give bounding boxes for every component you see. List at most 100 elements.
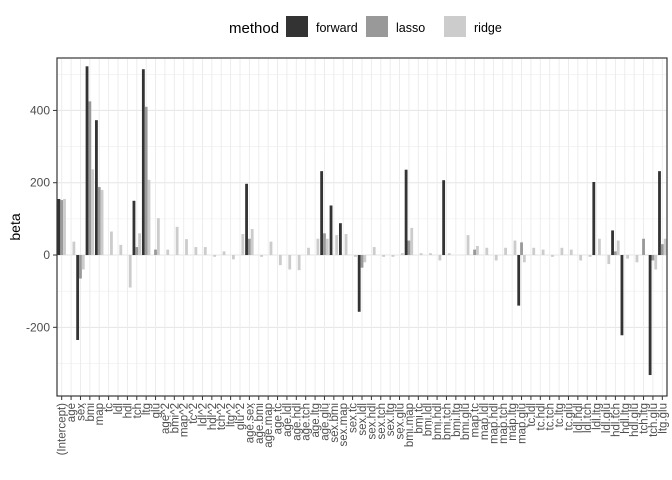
bar-ridge-ltg [147,179,151,256]
legend-key-ridge [444,16,466,37]
x-tick-label: age [66,403,78,422]
x-tick-label: tch.glu [648,403,660,437]
x-tick-label: map^2 [179,403,191,437]
bar-ridge-ldl^2 [203,247,207,256]
x-tick-label: ltg^2 [226,403,238,427]
bar-ridge-ltg^2 [232,255,235,260]
x-tick-label: age.tch [301,403,313,441]
legend-title: method [229,20,279,37]
bar-ridge-age.bmi [260,255,263,257]
bar-forward-bmi.tch [442,180,446,256]
bar-ridge-(Intercept) [63,198,66,256]
x-tick-label: age.hdl [291,403,303,441]
bar-lasso-bmi.map [407,240,411,256]
bar-ridge-tch [138,233,141,256]
bar-lasso-tch [135,247,139,256]
x-tick-label: hdl^2 [207,403,219,430]
x-tick-label: hdl [122,403,134,418]
bar-forward-(Intercept) [57,198,61,256]
x-tick-label: bmi.tc [413,403,425,434]
x-tick-label: sex.ltg [385,403,397,436]
bar-lasso-(Intercept) [60,200,64,256]
x-tick-label: age.map [263,403,275,448]
bar-ridge-age.map [269,241,273,256]
x-tick-label: tc [104,403,116,412]
bar-lasso-glu [154,249,157,256]
x-tick-label: sex.bmi [329,403,341,443]
bar-ridge-sex.bmi [335,235,339,256]
bar-forward-ldl.ltg [592,181,596,256]
x-tick-label: hdl.glu [629,403,641,437]
x-tick-label: age^2 [160,403,172,434]
bar-ridge-bmi^2 [175,226,179,256]
bar-ridge-map.ldl [485,247,489,256]
bar-ridge-age^2 [166,249,170,256]
bar-forward-bmi [85,66,89,256]
bar-ridge-bmi.tc [419,253,423,256]
bar-lasso-bmi [88,101,92,256]
bar-ridge-tc.hdl [541,249,545,256]
bar-lasso-tch.glu [651,255,655,261]
x-tick-label: age.ltg [310,403,322,438]
x-tick-label: tc^2 [188,403,200,424]
bar-ridge-map.tc [476,245,479,256]
x-tick-label: sex.tc [348,403,360,433]
legend-label-lasso: lasso [396,21,425,35]
y-tick-label: 0 [43,248,50,262]
x-tick-label: map.glu [517,403,529,444]
bar-ridge-tc.ldl [532,247,536,256]
bar-ridge-hdl [128,255,132,288]
bar-ridge-bmi.hdl [438,255,442,261]
bar-ridge-tch.glu [654,255,658,270]
y-tick-label: 400 [30,103,50,117]
bar-ridge-bmi.tch [447,253,451,256]
x-tick-label: ldl [113,403,125,415]
x-tick-label: bmi.tch [441,403,453,440]
bar-ridge-tc [110,231,113,256]
bar-ridge-age.glu [325,238,329,256]
bar-ridge-map [100,189,104,256]
x-tick-label: sex.map [338,403,350,446]
bar-ridge-hdl.ltg [626,255,629,259]
bar-ridge-sex.ldl [363,255,367,263]
x-tick-label: tc.ldl [526,403,538,427]
bar-forward-sex [76,255,80,340]
x-tick-label: map.ltg [507,403,519,441]
bar-forward-tch [132,200,136,256]
x-axis: (Intercept)agesexbmimaptcldlhdltchltgglu… [57,396,669,456]
bar-ridge-bmi [91,169,95,256]
y-tick-label: 200 [30,176,50,190]
x-tick-label: sex.glu [395,403,407,439]
bar-ridge-age.sex [250,228,254,256]
bar-forward-ltg [141,69,145,256]
x-tick-label: ltg.glu [657,403,669,434]
x-tick-label: age.tc [273,403,285,435]
bar-ridge-ldl.tch [588,255,592,257]
x-tick-label: map.tc [470,403,482,438]
x-tick-label: tc.hdl [535,403,547,431]
bar-forward-hdl.tch [611,230,614,256]
bar-ridge-sex.glu [400,253,404,256]
x-tick-label: ldl.ltg [592,403,604,430]
y-axis: -200 0 200 400 [26,103,57,334]
bar-ridge-map.tch [504,247,507,256]
bar-ridge-age.ldl [288,255,292,270]
bar-lasso-hdl.tch [613,251,617,256]
legend-label-forward: forward [316,21,358,35]
bar-ridge-hdl.glu [635,255,639,263]
bar-lasso-sex.ldl [360,255,364,268]
x-tick-label: bmi.map [404,403,416,447]
x-tick-label: map [94,403,106,425]
bar-lasso-ltg.glu [660,244,664,256]
bar-ridge-sex.ltg [391,255,395,257]
bar-ridge-hdl.tch [616,240,620,256]
x-tick-label: (Intercept) [57,403,69,456]
x-tick-label: bmi.ldl [423,403,435,436]
bar-forward-ltg.glu [658,171,661,256]
x-tick-label: ldl.hdl [573,403,585,433]
x-tick-label: bmi.ltg [451,403,463,437]
bar-forward-sex.map [339,223,342,256]
bar-ridge-ldl.ltg [598,238,601,256]
bar-ridge-sex.tch [382,255,385,257]
x-tick-label: map.hdl [488,403,500,444]
